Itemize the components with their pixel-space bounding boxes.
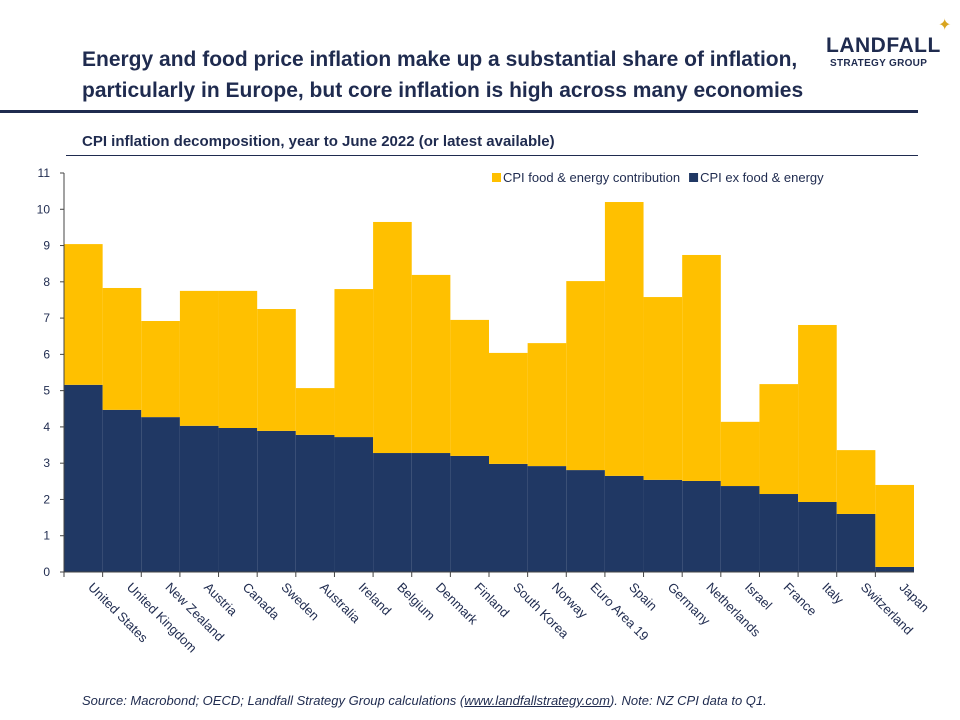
bar-food-energy xyxy=(334,289,374,438)
legend-label: CPI food & energy contribution xyxy=(503,170,680,185)
chart-title: CPI inflation decomposition, year to Jun… xyxy=(82,133,555,150)
star-icon: ✦ xyxy=(938,17,952,34)
bar-food-energy xyxy=(566,281,605,471)
title-divider xyxy=(0,110,918,113)
page-title: Energy and food price inflation make up … xyxy=(82,48,804,102)
bar-core xyxy=(373,453,412,572)
bar-core xyxy=(141,417,180,572)
bar-food-energy xyxy=(720,421,760,487)
landfall-logo: ✦ LANDFALL STRATEGY GROUP xyxy=(826,18,951,70)
x-tick-label: Sweden xyxy=(278,580,322,624)
legend-swatch xyxy=(492,173,501,182)
bar-food-energy xyxy=(295,388,335,435)
bar-core xyxy=(604,475,644,572)
bar-food-energy xyxy=(102,287,142,410)
bar-food-energy xyxy=(798,324,837,502)
bar-core xyxy=(798,501,837,572)
bar-core xyxy=(527,466,567,572)
x-tick-label: United Kingdom xyxy=(124,580,200,656)
bar-core xyxy=(643,479,683,572)
y-tick-label: 3 xyxy=(43,456,50,470)
bar-food-energy xyxy=(489,352,528,464)
bar-core xyxy=(836,513,876,572)
bar-food-energy xyxy=(141,320,180,418)
bar-food-energy xyxy=(179,290,219,426)
bar-core xyxy=(218,427,258,572)
y-tick-label: 0 xyxy=(43,565,50,579)
y-tick-label: 2 xyxy=(43,492,50,506)
bar-food-energy xyxy=(527,343,567,467)
bar-food-energy xyxy=(643,297,683,480)
bar-food-energy xyxy=(411,274,451,454)
source-link[interactable]: www.landfallstrategy.com xyxy=(464,693,610,708)
bar-food-energy xyxy=(257,309,296,431)
x-tick-label: Spain xyxy=(626,580,660,614)
y-tick-label: 10 xyxy=(37,202,51,216)
bar-core xyxy=(295,434,335,572)
source-prefix: Source: Macrobond; OECD; Landfall Strate… xyxy=(82,693,465,708)
bar-core xyxy=(64,384,103,572)
bar-food-energy xyxy=(875,484,914,567)
y-tick-label: 11 xyxy=(38,166,51,180)
x-tick-label: Israel xyxy=(742,580,775,613)
bar-core xyxy=(489,463,528,572)
source-suffix: ). Note: NZ CPI data to Q1. xyxy=(609,693,767,708)
bar-food-energy xyxy=(759,384,799,495)
bar-food-energy xyxy=(64,244,103,385)
x-tick-label: Canada xyxy=(240,580,283,623)
x-tick-label: Japan xyxy=(897,580,933,616)
logo-line1: LANDFALL xyxy=(826,34,941,57)
bar-core xyxy=(682,480,721,572)
bar-food-energy xyxy=(218,290,258,428)
y-tick-label: 5 xyxy=(43,384,50,398)
y-tick-label: 7 xyxy=(43,311,50,325)
logo-line2: STRATEGY GROUP xyxy=(830,58,928,69)
legend-swatch xyxy=(689,173,699,182)
bar-food-energy xyxy=(836,450,876,514)
bar-food-energy xyxy=(682,254,721,481)
bar-food-energy xyxy=(450,319,489,456)
bar-core xyxy=(566,470,605,572)
bar-core xyxy=(875,566,914,572)
y-tick-label: 6 xyxy=(43,347,50,361)
bar-core xyxy=(257,430,296,572)
bar-core xyxy=(179,425,219,572)
bar-food-energy xyxy=(604,202,644,476)
bar-core xyxy=(334,437,374,572)
bar-core xyxy=(102,409,142,572)
bar-food-energy xyxy=(373,221,412,454)
bar-core xyxy=(450,455,489,572)
source-note: Source: Macrobond; OECD; Landfall Strate… xyxy=(82,693,767,708)
y-tick-label: 8 xyxy=(43,275,50,289)
bar-core xyxy=(411,453,451,572)
y-tick-label: 4 xyxy=(43,420,50,434)
legend-label: CPI ex food & energy xyxy=(700,170,824,185)
bar-core xyxy=(759,494,799,572)
bar-core xyxy=(720,486,760,572)
x-tick-label: France xyxy=(781,580,820,619)
y-tick-label: 9 xyxy=(43,239,50,253)
y-tick-label: 1 xyxy=(43,529,50,543)
x-tick-label: Belgium xyxy=(394,580,438,624)
x-tick-label: Australia xyxy=(317,580,364,627)
x-tick-label: Italy xyxy=(819,580,847,608)
subtitle-divider xyxy=(66,155,918,156)
